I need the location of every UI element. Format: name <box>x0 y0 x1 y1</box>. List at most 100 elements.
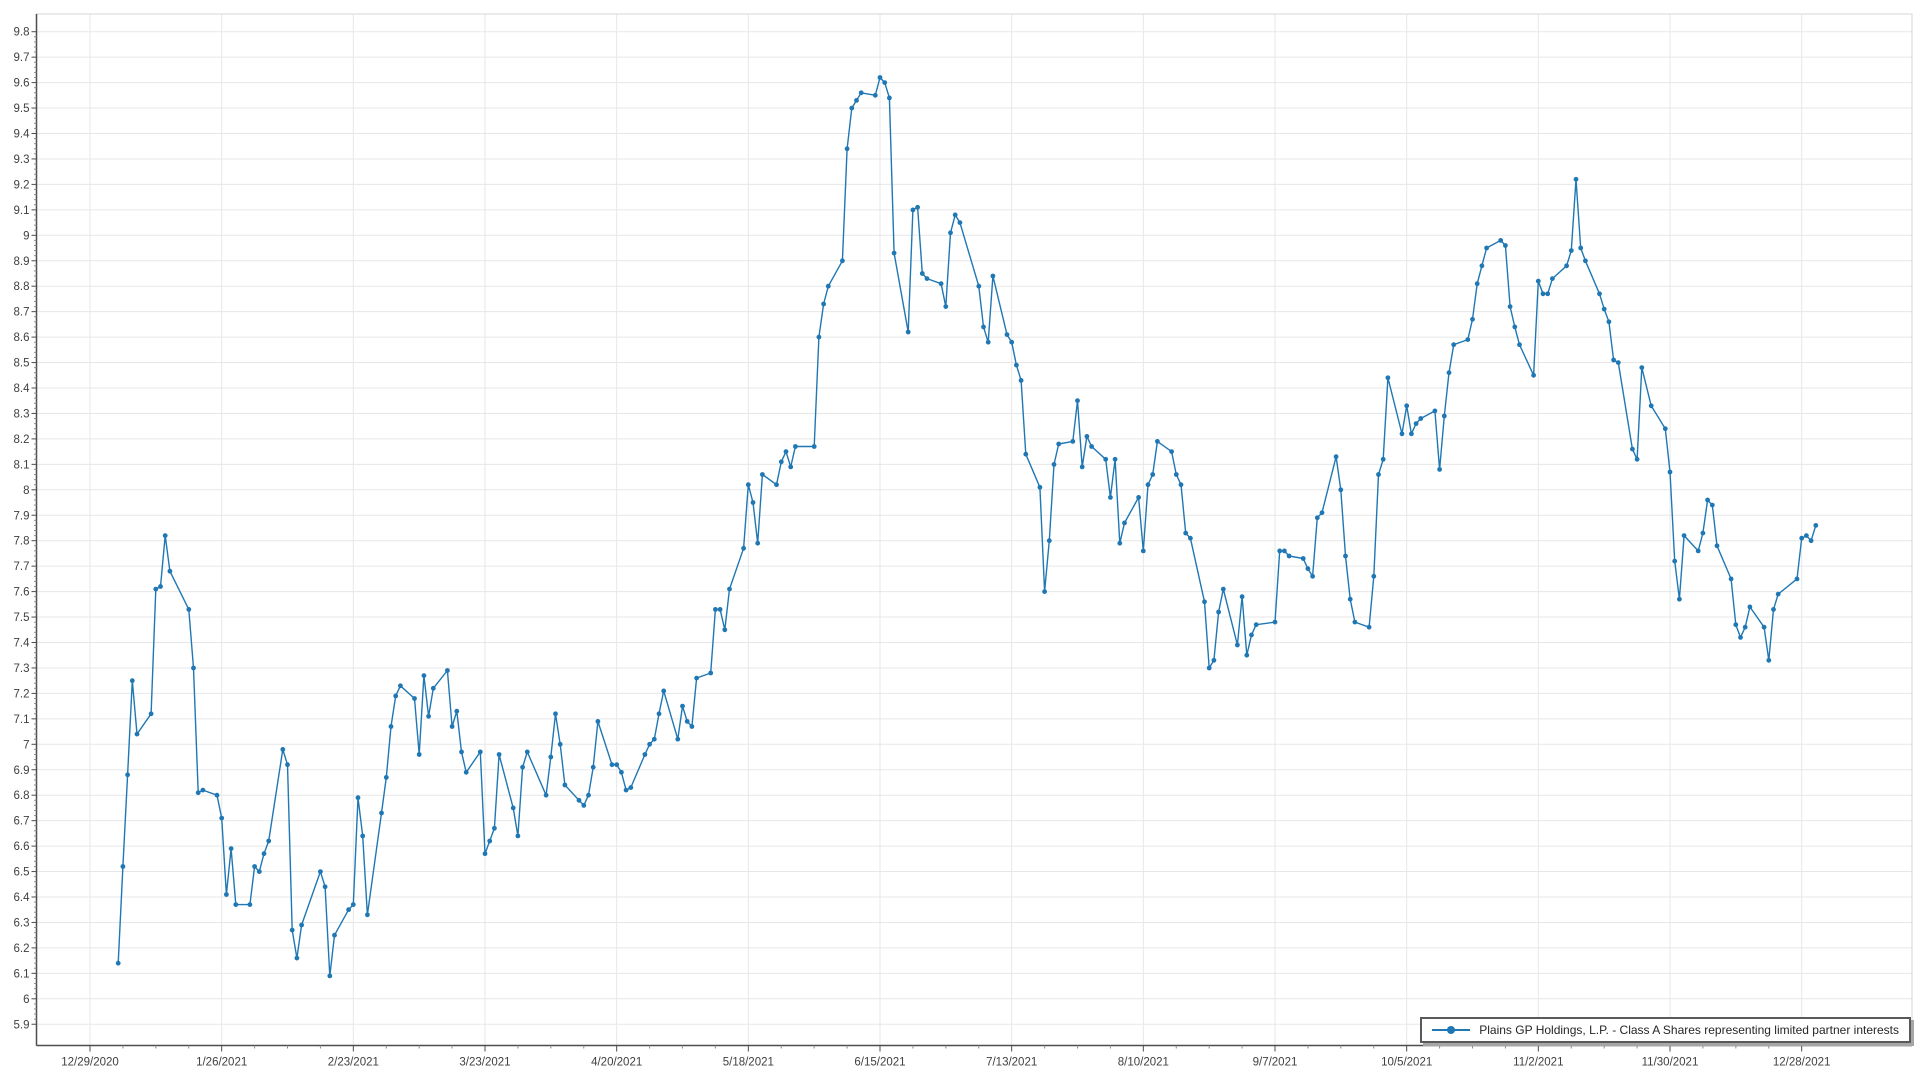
price-point <box>1573 176 1579 182</box>
tick-marks <box>31 31 1803 1052</box>
price-point <box>642 752 648 757</box>
price-point <box>346 907 351 913</box>
price-point <box>1662 426 1668 432</box>
price-point <box>656 711 662 717</box>
price-point <box>482 851 488 857</box>
price-point <box>148 711 154 717</box>
price-point <box>1550 276 1555 281</box>
y-tick-label: 9.5 <box>14 103 30 115</box>
price-point <box>788 464 794 470</box>
y-tick-label: 9.2 <box>14 179 30 191</box>
price-point <box>1413 421 1419 426</box>
price-point <box>449 724 455 729</box>
price-point <box>195 790 201 796</box>
price-point <box>1333 454 1339 460</box>
price-point <box>496 752 502 757</box>
price-point <box>1004 332 1010 337</box>
price-point <box>1601 306 1607 312</box>
price-point <box>379 810 384 816</box>
price-point <box>487 838 493 844</box>
y-tick-label: 8.2 <box>14 434 30 446</box>
price-point <box>1371 573 1377 579</box>
price-point <box>1343 553 1348 559</box>
price-point <box>463 769 469 775</box>
price-point <box>1437 467 1442 472</box>
y-tick-label: 8.5 <box>14 358 30 370</box>
price-point <box>158 584 163 589</box>
price-point <box>793 444 798 449</box>
price-point <box>1173 472 1179 477</box>
price-point <box>355 795 361 801</box>
price-point <box>1319 510 1325 516</box>
y-tick-label: 6.5 <box>14 867 30 879</box>
price-point <box>388 724 394 729</box>
y-tick-label: 9.1 <box>14 205 30 217</box>
price-point <box>910 207 916 213</box>
price-point <box>1766 657 1772 663</box>
price-point <box>1376 472 1381 477</box>
price-point <box>1042 589 1047 594</box>
x-tick-label: 4/20/2021 <box>591 1057 642 1069</box>
price-point <box>393 693 399 699</box>
price-point <box>280 747 286 752</box>
price-point <box>1150 472 1156 477</box>
price-point <box>689 724 695 729</box>
x-tick-label: 12/29/2020 <box>61 1057 119 1069</box>
price-point <box>430 685 436 691</box>
price-point <box>1122 520 1127 526</box>
price-point <box>981 324 986 330</box>
y-tick-label: 9.3 <box>14 154 30 166</box>
price-point <box>289 927 295 933</box>
price-point <box>675 736 681 742</box>
y-tick-label: 6.8 <box>14 790 30 802</box>
price-point <box>1568 248 1574 254</box>
price-point <box>1136 495 1141 500</box>
price-point <box>1244 652 1250 658</box>
y-tick-label: 6.4 <box>14 892 31 904</box>
tick-labels: 5.9 6 6.1 6.2 6.3 6.4 6.5 6.6 6.7 6.8 6.9 7 7.1 7.2 7.… <box>14 27 1831 1069</box>
price-point <box>327 973 333 979</box>
x-tick-label: 11/30/2021 <box>1642 1057 1699 1069</box>
price-point <box>1211 657 1217 663</box>
price-point <box>1352 619 1358 625</box>
price-point <box>1277 548 1283 554</box>
price-point <box>1079 464 1085 470</box>
price-point <box>520 764 525 770</box>
price-point <box>153 586 159 592</box>
price-point <box>1145 482 1151 488</box>
price-point <box>1046 538 1052 544</box>
price-point <box>952 212 958 218</box>
y-tick-label: 6.7 <box>14 816 30 828</box>
price-point <box>1808 538 1814 544</box>
price-point <box>510 805 516 811</box>
price-point <box>445 668 450 673</box>
price-point <box>1253 622 1259 628</box>
price-point <box>322 884 328 890</box>
price-point <box>1409 431 1414 437</box>
price-point <box>760 472 765 477</box>
legend-box[interactable]: Plains GP Holdings, L.P. - Class A Share… <box>1420 1017 1911 1043</box>
price-point <box>1507 304 1513 309</box>
price-series <box>115 75 1819 979</box>
x-tick-label: 12/28/2021 <box>1773 1057 1831 1069</box>
y-tick-label: 7.7 <box>14 561 30 573</box>
price-point <box>811 444 817 449</box>
price-point <box>1183 530 1189 536</box>
price-point <box>623 787 629 793</box>
price-point <box>477 749 483 755</box>
price-point <box>576 797 582 803</box>
price-point <box>233 902 239 907</box>
price-point <box>1282 548 1287 554</box>
price-point <box>1249 632 1254 638</box>
price-point <box>745 482 751 488</box>
y-tick-label: 8.4 <box>14 383 31 395</box>
price-point <box>1023 451 1029 457</box>
price-point <box>294 955 300 961</box>
price-point <box>1615 360 1621 365</box>
price-point <box>318 869 323 874</box>
y-tick-label: 9.8 <box>14 27 30 39</box>
price-point <box>1714 543 1720 549</box>
